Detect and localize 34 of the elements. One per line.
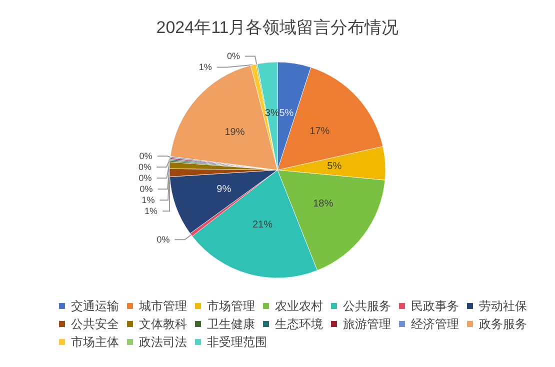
legend-label: 农业农村	[275, 299, 323, 313]
data-label: 0%	[138, 162, 152, 172]
legend-label: 市场管理	[207, 299, 255, 313]
data-label: 18%	[313, 198, 334, 210]
legend-label: 政务服务	[479, 317, 527, 331]
legend-label: 非受理范围	[207, 335, 267, 349]
data-label: 0%	[156, 234, 170, 245]
data-label: 1%	[142, 195, 155, 206]
legend-label: 公共服务	[343, 299, 391, 313]
legend-label: 城市管理	[138, 299, 187, 313]
data-label: 1%	[198, 62, 212, 72]
legend-label: 生态环境	[275, 317, 323, 331]
legend-label: 民政事务	[411, 299, 459, 313]
data-label: 0%	[140, 184, 153, 194]
data-label: 9%	[216, 184, 232, 195]
data-label: 21%	[252, 219, 273, 230]
data-label: 1%	[144, 206, 158, 216]
legend-label: 经济管理	[411, 317, 459, 331]
data-label: 0%	[227, 51, 240, 62]
legend-label: 市场主体	[71, 335, 119, 349]
legend-label: 公共安全	[71, 317, 119, 331]
data-label: 5%	[327, 160, 342, 172]
legend-label: 交通运输	[71, 299, 119, 313]
legend-label: 政法司法	[139, 335, 187, 349]
data-label: 17%	[310, 126, 330, 138]
legend-label: 文体教科	[139, 317, 187, 331]
data-label: 5%	[279, 108, 294, 120]
data-label: 0%	[139, 151, 152, 162]
data-label: 0%	[138, 173, 152, 184]
data-label: 19%	[224, 126, 245, 138]
legend-label: 旅游管理	[343, 317, 391, 331]
chart-title: 2024年11月各领域留言分布情况	[156, 18, 399, 37]
legend-label: 卫生健康	[207, 317, 255, 331]
legend-label: 劳动社保	[479, 299, 527, 313]
